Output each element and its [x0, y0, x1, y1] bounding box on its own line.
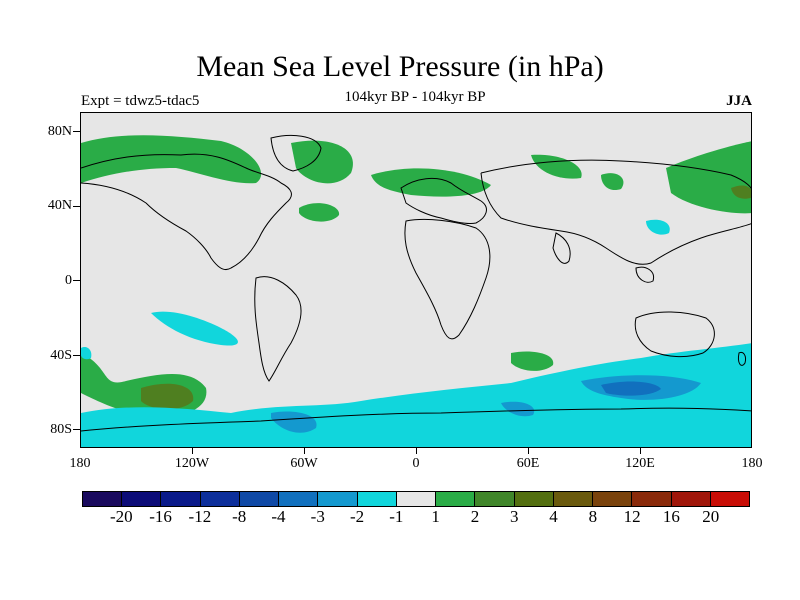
colorbar-box [475, 492, 515, 506]
lon-tick-0 [416, 448, 417, 454]
coastlines [81, 135, 751, 432]
lat-tick-80s [73, 429, 80, 430]
colorbar-label: -4 [271, 507, 286, 526]
lat-tick-0 [73, 280, 80, 281]
positive-anomaly-strong [141, 185, 751, 410]
colorbar-label: -1 [389, 507, 404, 526]
lon-label-120e: 120E [625, 456, 655, 471]
lat-tick-80n [73, 131, 80, 132]
colorbar-label: -3 [310, 507, 325, 526]
colorbar-label: 1 [431, 507, 440, 526]
lon-label-120w: 120W [174, 456, 210, 471]
experiment-label: Expt = tdwz5-tdac5 [81, 93, 200, 109]
lon-label-0: 0 [412, 456, 420, 471]
colorbar-box [671, 492, 711, 506]
colorbar-box [396, 492, 437, 506]
colorbar-box [122, 492, 162, 506]
colorbar-label: 20 [702, 507, 720, 526]
map-svg [81, 113, 751, 447]
colorbar-box [710, 492, 749, 506]
colorbar-box [357, 492, 397, 506]
colorbar-label: 3 [509, 507, 519, 526]
colorbar-box [200, 492, 240, 506]
chart-title: Mean Sea Level Pressure (in hPa) [196, 50, 604, 83]
lon-label-60e: 60E [516, 456, 540, 471]
lat-label-40s: 40S [50, 348, 72, 363]
colorbar-box [632, 492, 672, 506]
colorbar-label: -12 [188, 507, 212, 526]
time-range-label: 104kyr BP - 104kyr BP [344, 89, 486, 105]
colorbar-label: -2 [349, 507, 365, 526]
colorbar-box [83, 492, 123, 506]
lon-tick-120w [192, 448, 193, 454]
lon-tick-60w [304, 448, 305, 454]
lat-label-80s: 80S [50, 422, 72, 437]
colorbar-box [553, 492, 594, 506]
lat-tick-40s [73, 355, 80, 356]
lon-label-60w: 60W [290, 456, 318, 471]
colorbar-box [318, 492, 358, 506]
colorbar-box [279, 492, 319, 506]
colorbar-box [514, 492, 554, 506]
colorbar-box [593, 492, 633, 506]
colorbar-box [161, 492, 201, 506]
colorbar-label: -20 [109, 507, 133, 526]
lat-label-0: 0 [65, 273, 72, 288]
lon-label-180-west: 180 [69, 456, 91, 471]
map-plot-area [80, 112, 752, 448]
lat-tick-40n [73, 206, 80, 207]
lat-label-40n: 40N [47, 198, 72, 213]
lon-tick-120e [640, 448, 641, 454]
colorbar-label: 4 [549, 507, 558, 526]
colorbar-label: 16 [662, 507, 680, 526]
colorbar-label: -8 [232, 507, 247, 526]
colorbar-box [436, 492, 476, 506]
colorbar [82, 491, 750, 507]
season-label: JJA [726, 93, 752, 109]
lon-label-180-east: 180 [741, 456, 763, 471]
colorbar-label: 8 [588, 507, 598, 526]
colorbar-label: -16 [149, 507, 172, 526]
negative-anomaly-strong [601, 381, 661, 396]
colorbar-label: 12 [623, 507, 641, 526]
lat-label-80n: 80N [47, 124, 72, 139]
colorbar-box [239, 492, 280, 506]
colorbar-label: 2 [470, 507, 480, 526]
lon-tick-60e [528, 448, 529, 454]
